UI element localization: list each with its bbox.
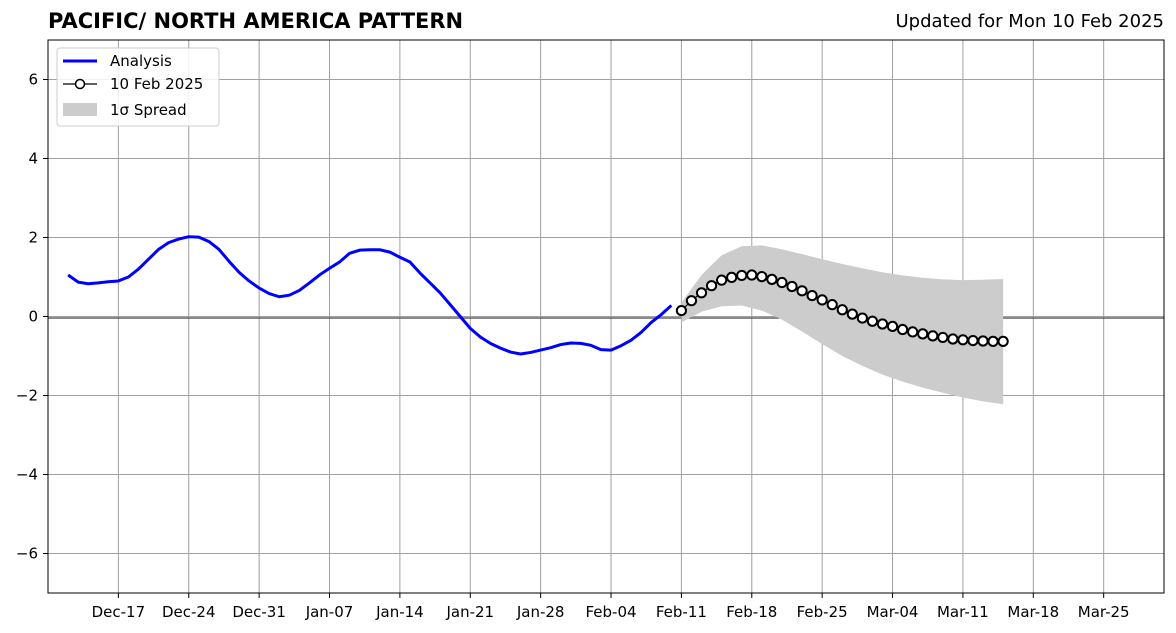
forecast-point [816, 294, 828, 306]
forecast-point [846, 308, 858, 320]
legend-box [56, 47, 220, 127]
forecast-point [796, 285, 808, 297]
y-tick-label: −4 [16, 466, 38, 484]
x-tick-label: Feb-25 [797, 603, 848, 621]
legend-forecast-marker [74, 78, 86, 90]
forecast-point [695, 287, 708, 299]
x-tick-label: Jan-14 [375, 603, 424, 621]
forecast-point [806, 289, 818, 302]
forecast-point [957, 334, 969, 346]
forecast-point [726, 271, 738, 283]
x-tick-label: Jan-28 [516, 603, 565, 621]
forecast-point [917, 328, 929, 340]
forecast-point [876, 318, 889, 330]
axis-ticks: Dec-17 Dec-24 Dec-31 Jan-07 Jan-14 Jan-21 Jan-… [16, 71, 1130, 622]
x-tick-label: Dec-17 [92, 603, 146, 621]
y-tick-label: −6 [16, 545, 38, 563]
updated-date: Updated for Mon 10 Feb 2025 [895, 11, 1164, 32]
x-tick-label: Mar-25 [1078, 603, 1130, 621]
page-title: PACIFIC/ NORTH AMERICA PATTERN [48, 9, 464, 33]
legend: Analysis 10 Feb 2025 1σ Spread [56, 47, 220, 127]
x-tick-label: Feb-04 [585, 603, 636, 621]
forecast-point [786, 280, 798, 293]
forecast-point [746, 269, 758, 281]
x-tick-label: Feb-11 [656, 603, 707, 621]
x-tick-label: Feb-18 [726, 603, 777, 621]
legend-spread-swatch [63, 103, 97, 116]
forecast-point [977, 335, 989, 347]
forecast-point [675, 304, 688, 317]
forecast-point [756, 271, 768, 283]
x-tick-label: Mar-11 [937, 603, 989, 621]
forecast-point [997, 335, 1009, 347]
forecast-point [866, 315, 879, 327]
x-tick-label: Jan-07 [305, 603, 354, 621]
legend-analysis-label: Analysis [110, 52, 172, 70]
forecast-point [685, 295, 698, 307]
forecast-point [927, 330, 939, 342]
forecast-point [836, 304, 848, 316]
spread-band [681, 245, 1004, 405]
forecast-point [856, 312, 868, 324]
legend-forecast-label: 10 Feb 2025 [110, 75, 203, 93]
x-tick-label: Mar-04 [867, 603, 919, 621]
y-tick-label: −2 [16, 387, 38, 405]
y-tick-label: 2 [28, 229, 38, 247]
forecast-point [776, 276, 788, 289]
x-tick-label: Mar-18 [1007, 603, 1059, 621]
x-tick-label: Dec-31 [232, 603, 286, 621]
legend-spread-label: 1σ Spread [110, 101, 187, 119]
y-tick-label: 4 [28, 150, 38, 168]
forecast-point [947, 333, 959, 345]
forecast-point [967, 334, 979, 347]
y-tick-label: 6 [28, 71, 38, 89]
forecast-point [716, 274, 728, 286]
forecast-point [987, 335, 999, 347]
forecast-point [907, 326, 919, 338]
data-layer [67, 235, 1009, 405]
forecast-point [826, 299, 838, 311]
grid-lines [48, 40, 1164, 593]
forecast-point [896, 323, 909, 336]
forecast-point [886, 320, 899, 332]
x-tick-label: Dec-24 [162, 603, 216, 621]
forecast-point [937, 331, 949, 344]
forecast-point [766, 273, 778, 285]
y-tick-label: 0 [28, 308, 38, 326]
x-tick-label: Jan-21 [445, 603, 494, 621]
forecast-point [736, 269, 748, 282]
forecast-point [705, 280, 718, 292]
analysis-line [67, 235, 673, 356]
